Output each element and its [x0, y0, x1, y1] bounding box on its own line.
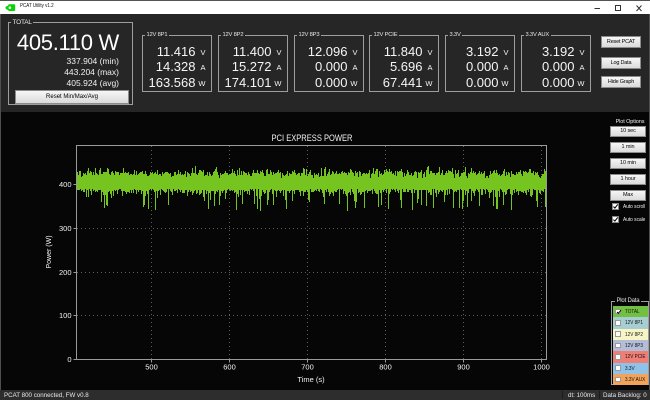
svg-text:400: 400: [59, 180, 72, 189]
svg-text:700: 700: [301, 363, 314, 372]
svg-text:PCI EXPRESS POWER: PCI EXPRESS POWER: [272, 133, 353, 144]
svg-text:0: 0: [67, 355, 71, 364]
svg-text:900: 900: [457, 363, 470, 372]
svg-text:200: 200: [59, 268, 72, 277]
svg-text:300: 300: [59, 224, 72, 233]
svg-text:1000: 1000: [533, 363, 550, 372]
svg-text:600: 600: [223, 363, 236, 372]
svg-text:Time (s): Time (s): [297, 375, 325, 384]
svg-text:500: 500: [145, 363, 158, 372]
svg-text:800: 800: [379, 363, 392, 372]
svg-text:Power (W): Power (W): [46, 235, 53, 268]
svg-text:100: 100: [59, 311, 72, 320]
